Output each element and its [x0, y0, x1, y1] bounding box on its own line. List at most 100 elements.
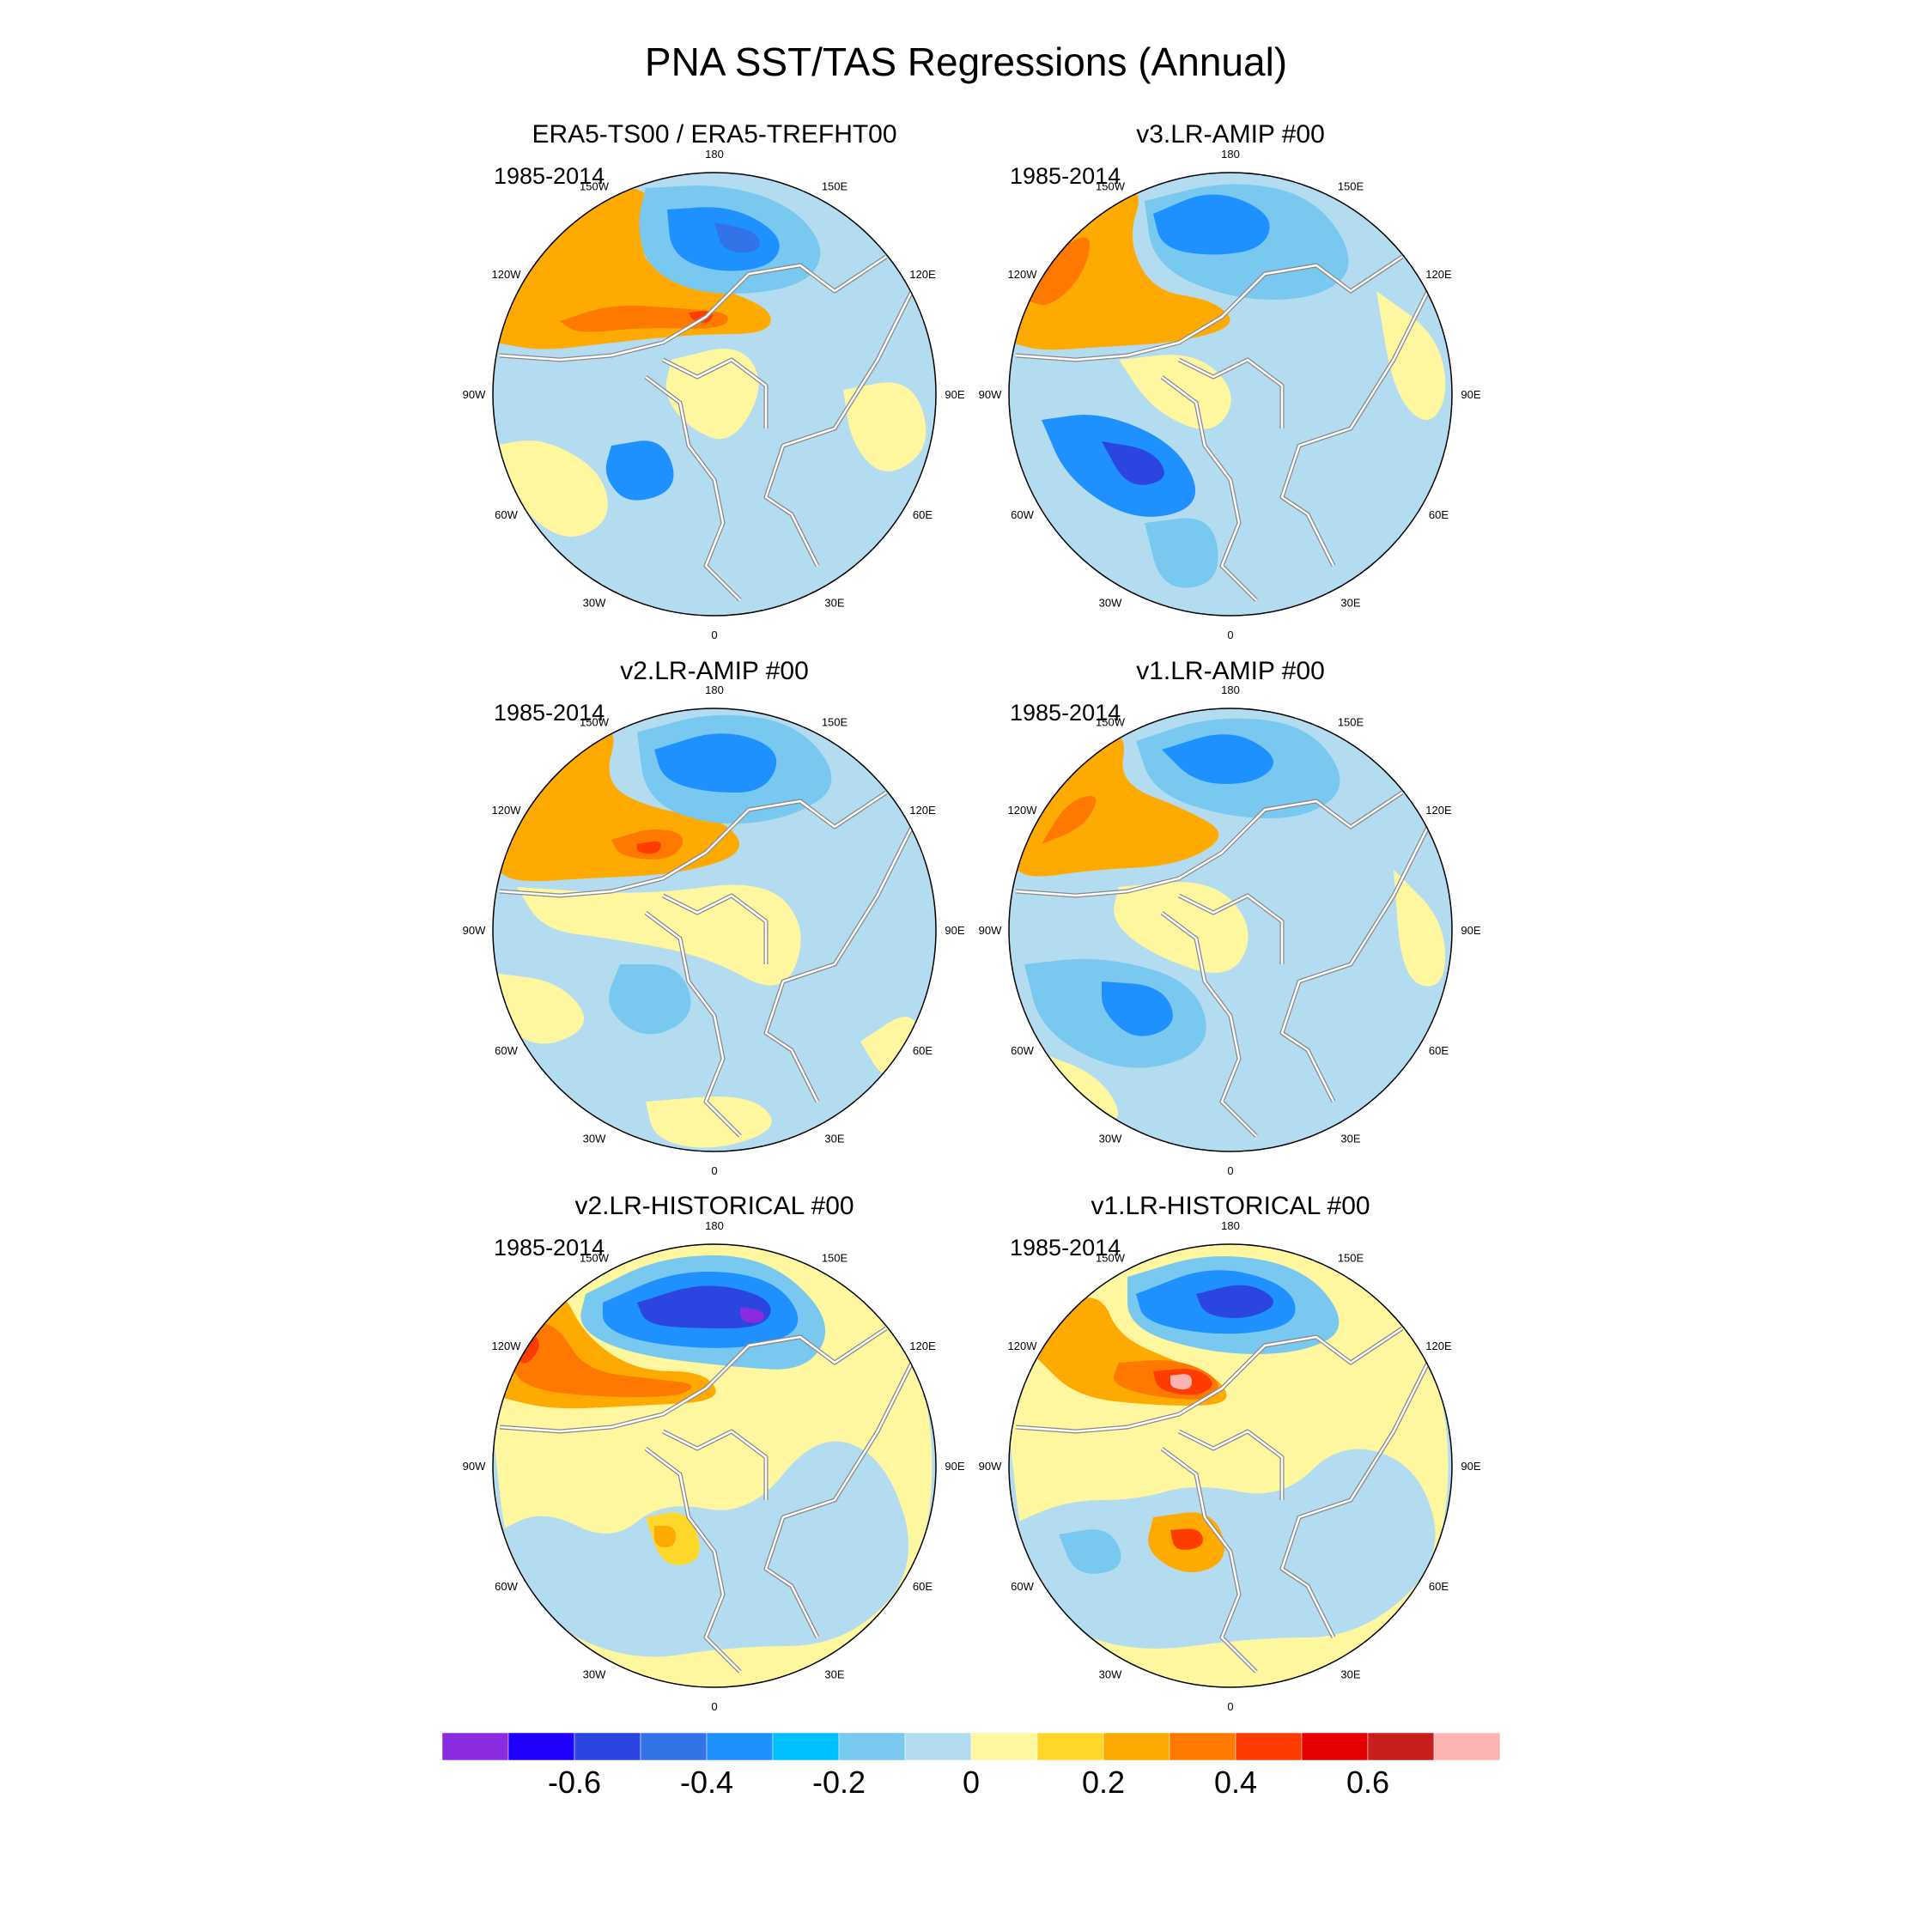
colorbar-labels: -0.6 -0.4 -0.2 0 0.2 0.4 0.6 [548, 1765, 1389, 1800]
longitude-label: 150E [1338, 716, 1364, 729]
colorbar-tick-label: -0.4 [680, 1765, 733, 1800]
longitude-label: 90E [945, 388, 964, 401]
longitude-label: 120E [909, 1340, 936, 1352]
panel-period: 1985-2014 [494, 1235, 605, 1261]
coastline [1161, 376, 1257, 601]
longitude-label: 180 [705, 683, 724, 696]
longitude-label: 180 [705, 148, 724, 161]
colorbar-box [1103, 1732, 1170, 1761]
map-outline [492, 708, 937, 1152]
panel: v3.LR-AMIP #00 1985-2014 180 150E 120E 90E 6… [979, 120, 1481, 641]
anomaly-region [714, 222, 760, 252]
anomaly-region [560, 306, 728, 332]
longitude-label: 90W [463, 924, 486, 937]
longitude-label: 180 [705, 1219, 724, 1232]
coastline [1015, 255, 1403, 361]
colorbar-box [1235, 1732, 1303, 1761]
longitude-label: 150W [580, 716, 610, 729]
longitude-label: 120E [1425, 804, 1452, 817]
polar-map: 180 150E 120E 90E 60E 30E 0 30W 60W 90W 120W 150W [463, 683, 965, 1177]
panel: v2.LR-HISTORICAL #00 1985-2014 180 150E 12… [463, 1192, 965, 1713]
polar-map: 180 150E 120E 90E 60E 30E 0 30W 60W 90W 120W 150W [463, 1219, 965, 1713]
coastline [1178, 894, 1284, 964]
longitude-label: 90W [979, 1460, 1002, 1473]
colorbar-box [706, 1732, 774, 1761]
anomaly-region [1145, 518, 1218, 588]
anomaly-region [1042, 796, 1097, 844]
colorbar-box [441, 1732, 509, 1761]
coastline [1015, 791, 1403, 897]
longitude-label: 120W [1008, 804, 1038, 817]
longitude-label: 150W [1096, 1252, 1126, 1265]
coastline [764, 826, 914, 1103]
longitude-label: 60E [913, 1580, 933, 1593]
anomaly-region [1102, 441, 1164, 485]
panel: ERA5-TS00 / ERA5-TREFHT00 1985-2014 1801… [463, 120, 965, 641]
map-outline [1008, 172, 1453, 617]
polar-map: 180 150E 120E 90E 60E 30E 0 30W 60W 90W 120W 150W [979, 148, 1481, 641]
panel-title: ERA5-TS00 / ERA5-TREFHT00 [532, 120, 896, 149]
colorbar-box [1301, 1732, 1369, 1761]
longitude-label: 90E [1461, 388, 1480, 401]
anomaly-region [1024, 237, 1090, 305]
longitude-label: 150W [1096, 716, 1126, 729]
anomaly-region [1376, 291, 1446, 420]
colorbar-box [772, 1732, 840, 1761]
coastline [764, 290, 914, 567]
longitude-label: 120E [1425, 268, 1452, 281]
colorbar-box [1169, 1732, 1236, 1761]
panel: v2.LR-AMIP #00 1985-2014 180 150E 120E 90E 6… [463, 657, 965, 1177]
longitude-label: 90E [1461, 1460, 1480, 1473]
coastline [1161, 912, 1257, 1137]
anomaly-field [493, 708, 936, 1151]
map-outline [1008, 1243, 1453, 1688]
panel: v1.LR-HISTORICAL #00 1985-2014 180 150E 12… [979, 1192, 1481, 1713]
anomaly-region [1102, 981, 1173, 1036]
coastline [662, 894, 768, 964]
longitude-label: 30E [824, 596, 844, 609]
longitude-label: 120E [909, 268, 936, 281]
coastline [1178, 358, 1284, 428]
anomaly-region [493, 1441, 909, 1657]
colorbar-box [838, 1732, 906, 1761]
anomaly-field [493, 1244, 936, 1687]
colorbar [441, 1732, 1501, 1761]
anomaly-region [637, 1285, 771, 1328]
longitude-label: 30W [583, 596, 606, 609]
anomaly-region [493, 440, 608, 537]
coastline [499, 255, 887, 361]
colorbar-tick-label: 0.2 [1082, 1765, 1125, 1800]
anomaly-region [740, 1307, 764, 1323]
map-outline [492, 172, 937, 617]
coastline [1280, 290, 1430, 567]
colorbar-tick-label: 0 [963, 1765, 980, 1800]
longitude-label: 0 [1227, 1164, 1233, 1177]
coastline [662, 1430, 768, 1500]
panel-period: 1985-2014 [494, 700, 605, 726]
coastline [1280, 1362, 1430, 1638]
anomaly-field [1009, 1244, 1452, 1687]
longitude-label: 150E [822, 716, 848, 729]
longitude-label: 120W [492, 804, 522, 817]
colorbar-tick-label: -0.2 [812, 1765, 866, 1800]
colorbar-box [574, 1732, 641, 1761]
longitude-label: 60W [1011, 1044, 1034, 1057]
polar-map: 180 150E 120E 90E 60E 30E 0 30W 60W 90W 120W 150W [979, 683, 1481, 1177]
longitude-label: 90W [979, 924, 1002, 937]
colorbar-tick-label: -0.6 [548, 1765, 601, 1800]
longitude-label: 60E [1429, 1580, 1449, 1593]
longitude-label: 30E [1340, 596, 1360, 609]
longitude-label: 30W [1099, 1668, 1122, 1680]
longitude-label: 150W [580, 180, 610, 193]
coastline [645, 376, 741, 601]
longitude-label: 120W [492, 1340, 522, 1352]
longitude-label: 90E [945, 924, 964, 937]
panel-title: v2.LR-HISTORICAL #00 [574, 1192, 854, 1220]
anomaly-region [1170, 1528, 1203, 1550]
longitude-label: 30E [1340, 1668, 1360, 1680]
longitude-label: 0 [711, 1700, 717, 1713]
panel-title: v3.LR-AMIP #00 [1136, 120, 1325, 149]
coastline [499, 791, 887, 897]
longitude-label: 0 [1227, 629, 1233, 641]
longitude-label: 120E [1425, 1340, 1452, 1352]
